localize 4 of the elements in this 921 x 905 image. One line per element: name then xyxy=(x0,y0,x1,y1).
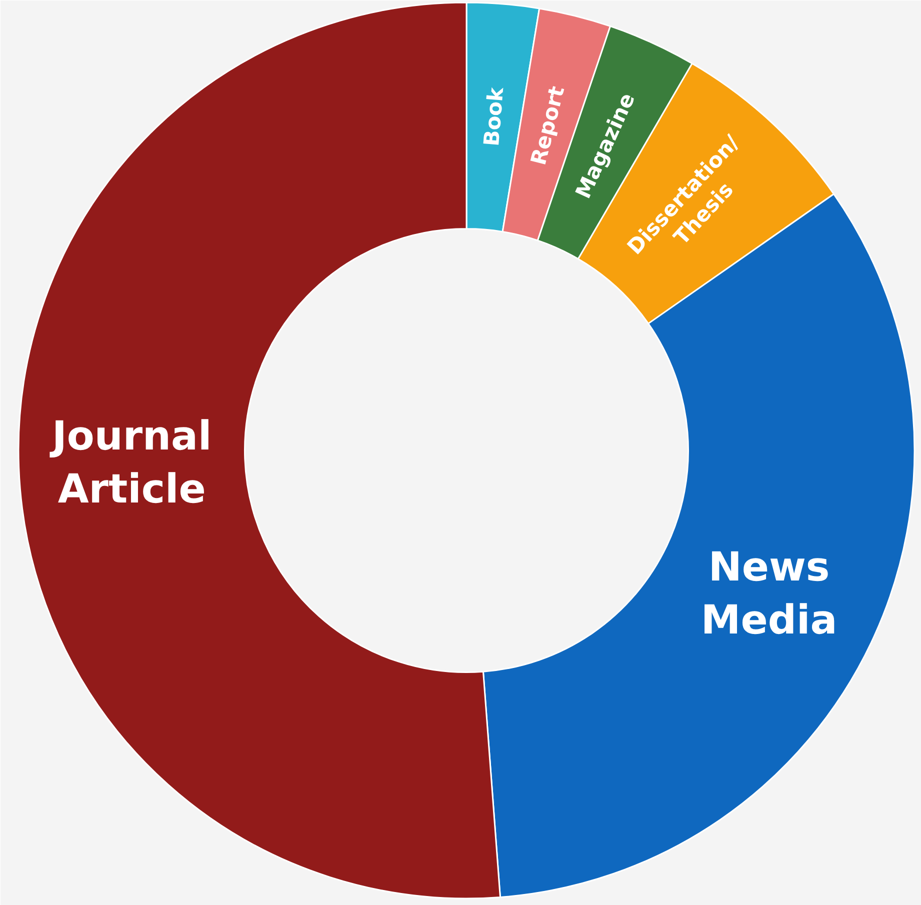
slice-label: Journal Article xyxy=(48,414,212,513)
slice-label: Report xyxy=(526,84,570,168)
slice-label: Book xyxy=(479,85,508,148)
slice-label: News Media xyxy=(700,544,838,644)
